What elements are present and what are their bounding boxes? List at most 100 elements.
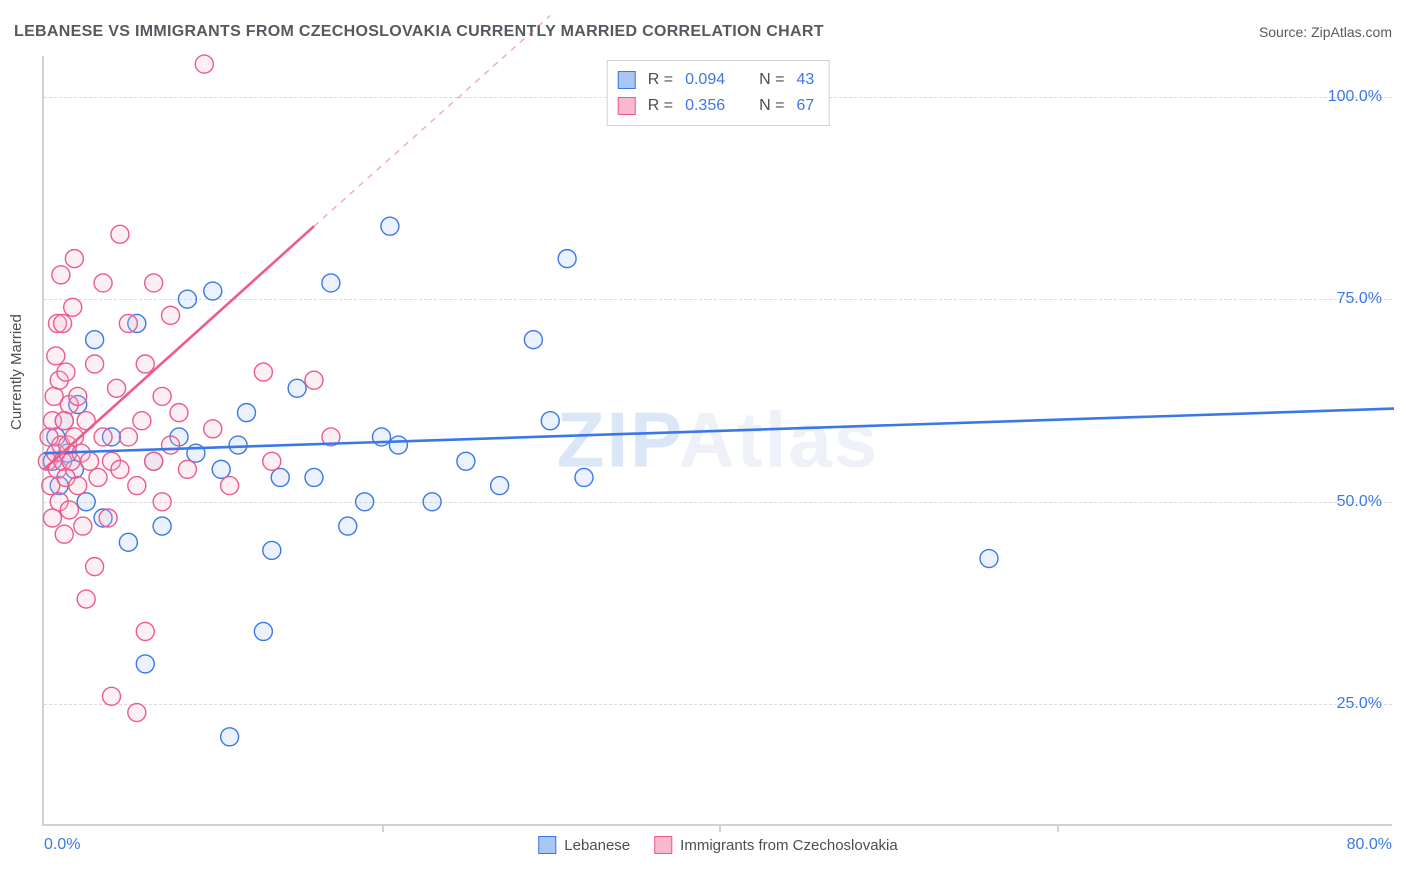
data-point xyxy=(94,428,112,446)
data-point xyxy=(86,355,104,373)
data-point xyxy=(145,274,163,292)
data-point xyxy=(389,436,407,454)
x-tick-label-max: 80.0% xyxy=(1347,836,1392,854)
data-point xyxy=(119,533,137,551)
data-point xyxy=(170,404,188,422)
data-point xyxy=(288,379,306,397)
y-axis-label: Currently Married xyxy=(8,314,25,430)
data-point xyxy=(423,493,441,511)
data-point xyxy=(178,460,196,478)
x-tick xyxy=(382,824,384,832)
chart-container: LEBANESE VS IMMIGRANTS FROM CZECHOSLOVAK… xyxy=(0,0,1406,892)
data-point xyxy=(221,477,239,495)
label-N: N = xyxy=(759,93,784,119)
data-point xyxy=(558,250,576,268)
stat-N-czech: 67 xyxy=(796,93,814,119)
plot-area: ZIPAtlas 25.0%50.0%75.0%100.0% R = 0.094… xyxy=(42,56,1392,826)
data-point xyxy=(524,331,542,349)
data-point xyxy=(128,704,146,722)
swatch-lebanese-icon xyxy=(538,836,556,854)
data-point xyxy=(43,509,61,527)
legend-label-lebanese: Lebanese xyxy=(564,837,630,854)
data-point xyxy=(254,622,272,640)
data-point xyxy=(263,452,281,470)
stats-legend-box: R = 0.094 N = 43 R = 0.356 N = 67 xyxy=(607,60,830,126)
data-point xyxy=(136,355,154,373)
data-point xyxy=(153,517,171,535)
data-point xyxy=(541,412,559,430)
data-point xyxy=(263,541,281,559)
data-point xyxy=(204,420,222,438)
swatch-czech-icon xyxy=(654,836,672,854)
data-point xyxy=(57,363,75,381)
data-point xyxy=(136,655,154,673)
data-point xyxy=(162,306,180,324)
data-point xyxy=(145,452,163,470)
series-legend: Lebanese Immigrants from Czechoslovakia xyxy=(538,836,897,854)
data-point xyxy=(575,468,593,486)
chart-svg xyxy=(44,56,1392,824)
data-point xyxy=(339,517,357,535)
label-R: R = xyxy=(648,67,673,93)
data-point xyxy=(457,452,475,470)
trend-line-extrapolated xyxy=(314,15,550,226)
data-point xyxy=(204,282,222,300)
data-point xyxy=(322,274,340,292)
x-tick xyxy=(719,824,721,832)
data-point xyxy=(980,550,998,568)
data-point xyxy=(94,274,112,292)
x-tick-label-min: 0.0% xyxy=(44,836,80,854)
data-point xyxy=(381,217,399,235)
data-point xyxy=(153,493,171,511)
data-point xyxy=(178,290,196,308)
data-point xyxy=(108,379,126,397)
data-point xyxy=(69,387,87,405)
swatch-lebanese xyxy=(618,71,636,89)
data-point xyxy=(238,404,256,422)
data-point xyxy=(60,501,78,519)
data-point xyxy=(65,250,83,268)
x-tick xyxy=(1057,824,1059,832)
data-point xyxy=(54,314,72,332)
data-point xyxy=(86,558,104,576)
data-point xyxy=(491,477,509,495)
data-point xyxy=(86,331,104,349)
scatter-layer xyxy=(38,55,998,746)
data-point xyxy=(55,412,73,430)
data-point xyxy=(52,266,70,284)
data-point xyxy=(305,468,323,486)
data-point xyxy=(305,371,323,389)
stat-N-lebanese: 43 xyxy=(796,67,814,93)
data-point xyxy=(64,298,82,316)
data-point xyxy=(74,517,92,535)
data-point xyxy=(111,225,129,243)
header: LEBANESE VS IMMIGRANTS FROM CZECHOSLOVAK… xyxy=(14,20,1392,44)
data-point xyxy=(136,622,154,640)
stat-R-czech: 0.356 xyxy=(685,93,725,119)
data-point xyxy=(89,468,107,486)
data-point xyxy=(47,347,65,365)
data-point xyxy=(128,477,146,495)
legend-item-czech: Immigrants from Czechoslovakia xyxy=(654,836,898,854)
data-point xyxy=(119,314,137,332)
data-point xyxy=(162,436,180,454)
data-point xyxy=(77,590,95,608)
stat-R-lebanese: 0.094 xyxy=(685,67,725,93)
data-point xyxy=(55,525,73,543)
stats-row-czech: R = 0.356 N = 67 xyxy=(618,93,815,119)
data-point xyxy=(111,460,129,478)
data-point xyxy=(99,509,117,527)
data-point xyxy=(133,412,151,430)
source-label: Source: ZipAtlas.com xyxy=(1259,24,1392,40)
label-N: N = xyxy=(759,67,784,93)
data-point xyxy=(254,363,272,381)
data-point xyxy=(77,493,95,511)
swatch-czech xyxy=(618,97,636,115)
chart-title: LEBANESE VS IMMIGRANTS FROM CZECHOSLOVAK… xyxy=(14,23,824,41)
data-point xyxy=(271,468,289,486)
data-point xyxy=(153,387,171,405)
data-point xyxy=(221,728,239,746)
data-point xyxy=(69,477,87,495)
stats-row-lebanese: R = 0.094 N = 43 xyxy=(618,67,815,93)
data-point xyxy=(356,493,374,511)
